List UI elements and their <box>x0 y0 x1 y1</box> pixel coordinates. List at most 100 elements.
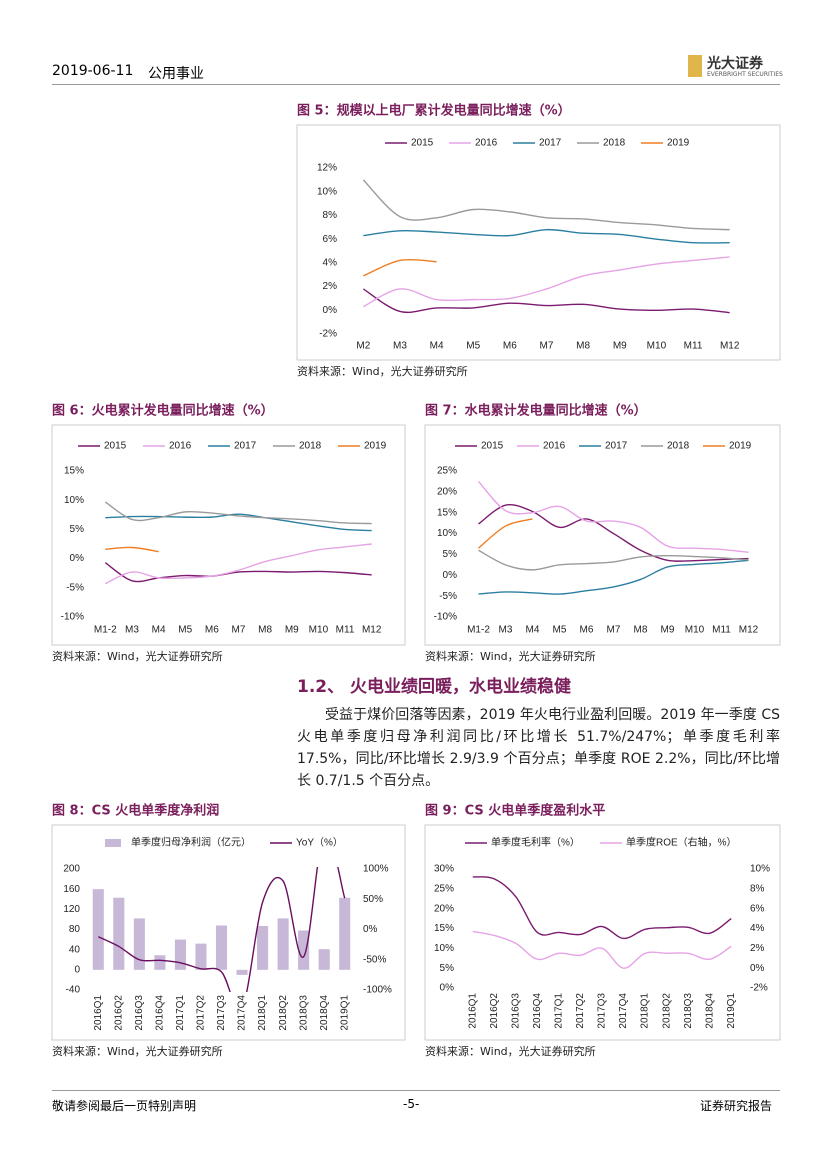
legend-label: 2019 <box>667 138 690 149</box>
y2-tick-label: 100% <box>363 864 389 875</box>
y2-tick-label: 2% <box>750 943 765 954</box>
x-tick-label: 2019Q1 <box>339 995 350 1031</box>
logo-en: EVERBRIGHT SECURITIES <box>707 71 783 78</box>
y-tick-label: 30% <box>434 864 454 875</box>
figure-title: 图 9：CS 火电单季度盈利水平 <box>425 803 605 819</box>
x-tick-label: 2016Q2 <box>489 993 500 1029</box>
figure-title: 图 6：火电累计发电量同比增速（%） <box>52 403 274 419</box>
x-tick-label: M11 <box>336 625 355 636</box>
legend-label: 2019 <box>729 441 752 452</box>
y-tick-label: 10% <box>437 528 457 539</box>
x-tick-label: 2017Q3 <box>597 993 608 1029</box>
figure-frame <box>424 824 781 1041</box>
y-tick-label: 15% <box>434 923 454 934</box>
bar <box>257 925 269 970</box>
bar <box>195 943 207 970</box>
y2-tick-label: 6% <box>750 903 765 914</box>
legend-label: 2018 <box>299 441 322 452</box>
y2-tick-label: -50% <box>363 954 386 965</box>
y-tick-label: 10% <box>64 495 84 506</box>
x-tick-label: M10 <box>647 341 667 352</box>
legend-label: 2015 <box>104 441 127 452</box>
x-tick-label: M8 <box>258 625 272 636</box>
figure: 图 7：水电累计发电量同比增速（%） 资料来源：Wind，光大证券研究所 -10% -… <box>424 403 781 663</box>
y-tick-label: 20% <box>434 903 454 914</box>
x-tick-label: 2017Q1 <box>175 995 186 1031</box>
legend-label: 2018 <box>667 441 690 452</box>
y-tick-label: 0% <box>440 983 455 994</box>
legend-label: 2016 <box>475 138 498 149</box>
figure-source: 资料来源：Wind，光大证券研究所 <box>425 1044 596 1058</box>
bar <box>174 939 186 970</box>
y-tick-label: 10% <box>434 943 454 954</box>
bar <box>154 955 166 970</box>
x-tick-label: M4 <box>430 341 444 352</box>
y2-tick-label: 0% <box>363 924 378 935</box>
line <box>472 930 732 969</box>
x-tick-label: M12 <box>720 341 740 352</box>
x-tick-label: 2017Q3 <box>216 995 227 1031</box>
x-tick-label: 2018Q3 <box>683 993 694 1029</box>
legend-label: 2017 <box>605 441 628 452</box>
x-tick-label: M11 <box>712 625 731 636</box>
legend-label: 2016 <box>169 441 192 452</box>
x-tick-label: M10 <box>309 625 329 636</box>
header-rule <box>52 84 780 85</box>
y-tick-label: 4% <box>323 257 338 268</box>
legend-label: YoY（%） <box>296 837 343 849</box>
y-tick-label: 5% <box>70 524 85 535</box>
y-tick-label: 0% <box>443 570 458 581</box>
x-tick-label: M3 <box>125 625 139 636</box>
y-tick-label: -10% <box>61 612 84 623</box>
line <box>472 876 732 940</box>
y-tick-label: 25% <box>434 883 454 894</box>
x-tick-label: M9 <box>661 625 675 636</box>
x-tick-label: 2017Q1 <box>554 993 565 1029</box>
x-tick-label: 2018Q1 <box>640 993 651 1029</box>
y-tick-label: 10% <box>317 186 337 197</box>
line <box>97 867 346 992</box>
line <box>478 549 749 571</box>
x-tick-label: M9 <box>613 341 627 352</box>
figure-title: 图 8：CS 火电单季度净利润 <box>52 803 219 819</box>
x-tick-label: 2018Q3 <box>298 995 309 1031</box>
x-tick-label: M6 <box>205 625 219 636</box>
bar <box>318 949 330 970</box>
y-tick-label: -5% <box>439 591 457 602</box>
header-date: 2019-06-11 <box>52 63 134 79</box>
figure: 图 5：规模以上电厂累计发电量同比增速（%） 资料来源：Wind，光大证券研究所 -… <box>296 103 781 378</box>
line <box>105 513 372 532</box>
line <box>105 546 159 553</box>
line <box>362 288 730 314</box>
line <box>105 543 372 585</box>
bar <box>277 918 289 970</box>
footer-note: 敬请参阅最后一页特别声明 <box>52 1099 197 1113</box>
x-tick-label: 2017Q4 <box>237 995 248 1031</box>
y-tick-label: 12% <box>317 163 337 174</box>
x-tick-label: 2017Q4 <box>618 993 629 1029</box>
figure-source: 资料来源：Wind，光大证券研究所 <box>297 364 468 378</box>
x-tick-label: M5 <box>178 625 192 636</box>
footer-report: 证券研究报告 <box>700 1099 773 1113</box>
line <box>104 562 372 583</box>
y2-tick-label: -100% <box>363 985 392 996</box>
x-tick-label: 2019Q1 <box>726 993 737 1029</box>
x-tick-label: M1-2 <box>467 625 490 636</box>
y-tick-label: 40 <box>69 944 81 955</box>
legend-swatch <box>105 839 121 847</box>
figure-source: 资料来源：Wind，光大证券研究所 <box>52 649 223 663</box>
x-tick-label: M12 <box>739 625 759 636</box>
x-tick-label: 2018Q2 <box>661 993 672 1029</box>
x-tick-label: 2016Q1 <box>467 993 478 1029</box>
x-tick-label: M4 <box>526 625 540 636</box>
figure-source: 资料来源：Wind，光大证券研究所 <box>52 1044 223 1058</box>
y-tick-label: 25% <box>437 466 457 477</box>
x-tick-label: 2016Q3 <box>134 995 145 1031</box>
legend-label: 2015 <box>481 441 504 452</box>
line <box>478 518 533 549</box>
y-tick-label: -2% <box>319 329 337 340</box>
y-tick-label: 20% <box>437 486 457 497</box>
